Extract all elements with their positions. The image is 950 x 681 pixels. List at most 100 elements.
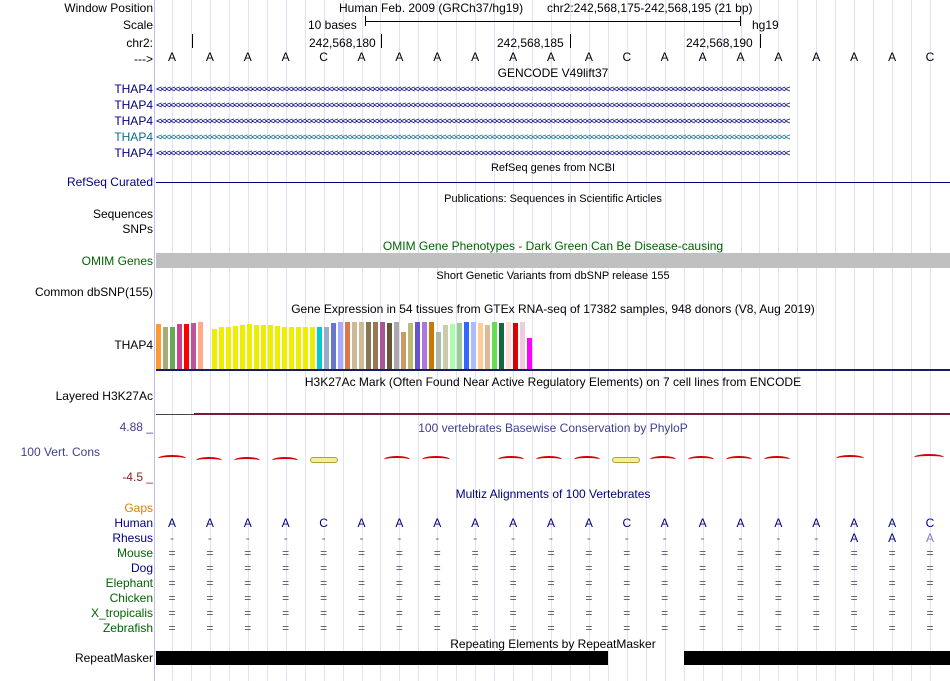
gencode-transcript-label[interactable]: THAP4 [114,130,153,144]
gtex-tissue-bar[interactable] [331,323,336,370]
gtex-tissue-bar[interactable] [156,324,161,370]
gencode-transcript-label[interactable]: THAP4 [114,98,153,112]
gtex-tissue-bar[interactable] [261,325,266,370]
repeatmasker-track-label[interactable]: RepeatMasker [74,651,153,665]
multiz-human-base: A [243,516,252,530]
gtex-tissue-bar[interactable] [247,324,252,370]
gtex-tissue-bar[interactable] [191,323,196,370]
gtex-tissue-bar[interactable] [240,325,245,370]
gencode-transcript-line[interactable]: <<<<<<<<<<<<<<<<<<<<<<<<<<<<<<<<<<<<<<<<… [156,100,790,111]
multiz-equal-mark: = [812,591,820,605]
scale-bar-line [365,21,741,22]
gtex-tissue-bar[interactable] [408,323,413,370]
multiz-species-label[interactable]: Chicken [109,591,153,605]
gtex-tissue-bar[interactable] [163,327,168,370]
multiz-equal-mark: = [850,576,858,590]
gtex-tissue-bar[interactable] [345,322,350,370]
gtex-tissue-bar[interactable] [352,322,357,370]
gtex-tissue-bar[interactable] [450,324,455,370]
gtex-tissue-bar[interactable] [212,329,217,370]
gtex-tissue-bar[interactable] [457,323,462,370]
gtex-tissue-bar[interactable] [184,324,189,370]
gencode-transcript-line[interactable]: <<<<<<<<<<<<<<<<<<<<<<<<<<<<<<<<<<<<<<<<… [156,84,790,95]
base-letter: A [357,50,366,64]
refseq-track-label[interactable]: RefSeq Curated [66,175,153,189]
publications-snps-label[interactable]: SNPs [122,222,153,236]
gtex-expression-bars[interactable] [156,318,556,370]
multiz-species-label[interactable]: Rhesus [112,531,153,545]
gencode-transcript-label[interactable]: THAP4 [114,114,153,128]
gtex-tissue-bar[interactable] [170,327,175,370]
gtex-tissue-bar[interactable] [303,327,308,370]
gtex-tissue-bar[interactable] [443,325,448,370]
gtex-tissue-bar[interactable] [436,332,441,370]
multiz-species-label[interactable]: Mouse [116,546,153,560]
multiz-species-label[interactable]: X_tropicalis [90,606,153,620]
repeat-element-block[interactable] [156,651,608,665]
gtex-tissue-bar[interactable] [499,323,504,370]
gencode-transcript-line[interactable]: <<<<<<<<<<<<<<<<<<<<<<<<<<<<<<<<<<<<<<<<… [156,148,790,159]
gtex-tissue-bar[interactable] [296,327,301,370]
cons-track-label[interactable]: 100 Vert. Cons [20,445,100,459]
gtex-tissue-bar[interactable] [317,327,322,370]
multiz-equal-mark: = [168,606,176,620]
gtex-tissue-bar[interactable] [226,327,231,370]
multiz-equal-mark: = [888,621,896,635]
gtex-tissue-bar[interactable] [401,332,406,370]
gtex-tissue-bar[interactable] [464,322,469,370]
ruler-tick-label: 242,568,180 [309,36,376,50]
gtex-tissue-bar[interactable] [387,323,392,370]
gtex-tissue-bar[interactable] [520,322,525,370]
h3k27ac-track-label[interactable]: Layered H3K27Ac [55,389,153,403]
gencode-transcript-label[interactable]: THAP4 [114,146,153,160]
gtex-tissue-bar[interactable] [478,323,483,370]
gencode-transcript-label[interactable]: THAP4 [114,82,153,96]
gtex-tissue-bar[interactable] [429,322,434,370]
gtex-tissue-bar[interactable] [310,327,315,370]
gtex-tissue-bar[interactable] [366,322,371,370]
multiz-species-label[interactable]: Elephant [105,576,153,590]
repeat-element-block[interactable] [684,651,950,665]
gtex-tissue-bar[interactable] [380,322,385,370]
publications-sequences-label[interactable]: Sequences [92,207,153,221]
multiz-species-label[interactable]: Human [114,516,153,530]
dbsnp-track-label[interactable]: Common dbSNP(155) [34,285,153,299]
gtex-tissue-bar[interactable] [422,322,427,370]
gtex-tissue-bar[interactable] [177,324,182,370]
gtex-tissue-bar[interactable] [527,338,532,370]
gtex-tissue-bar[interactable] [254,325,259,370]
gtex-tissue-bar[interactable] [373,322,378,370]
gtex-tissue-bar[interactable] [268,325,273,370]
gtex-tissue-bar[interactable] [324,327,329,370]
gtex-tissue-bar[interactable] [513,323,518,370]
gencode-transcript-line[interactable]: <<<<<<<<<<<<<<<<<<<<<<<<<<<<<<<<<<<<<<<<… [156,132,790,143]
base-letter: A [812,50,821,64]
gtex-tissue-bar[interactable] [492,322,497,370]
gtex-tissue-bar[interactable] [415,322,420,370]
multiz-equal-mark: = [774,561,782,575]
gtex-track-label[interactable]: THAP4 [114,338,153,352]
gtex-tissue-bar[interactable] [219,327,224,370]
multiz-human-base: C [319,516,328,530]
multiz-gaps-label[interactable]: Gaps [124,501,153,515]
gtex-tissue-bar[interactable] [359,322,364,370]
multiz-equal-mark: = [926,621,934,635]
gtex-tissue-bar[interactable] [471,322,476,370]
gtex-tissue-bar[interactable] [394,322,399,370]
gtex-tissue-bar[interactable] [198,322,203,370]
multiz-equal-mark: = [888,606,896,620]
gencode-transcript-line[interactable]: <<<<<<<<<<<<<<<<<<<<<<<<<<<<<<<<<<<<<<<<… [156,116,790,127]
gtex-tissue-bar[interactable] [338,322,343,370]
multiz-human-base: A [395,516,404,530]
omim-track-label[interactable]: OMIM Genes [81,254,153,268]
multiz-equal-mark: = [661,606,669,620]
gtex-tissue-bar[interactable] [289,327,294,370]
multiz-species-label[interactable]: Zebrafish [102,621,153,635]
gtex-tissue-bar[interactable] [233,326,238,370]
gtex-tissue-bar[interactable] [282,327,287,370]
multiz-species-label[interactable]: Dog [130,561,153,575]
omim-gene-bar[interactable] [156,253,950,268]
gtex-tissue-bar[interactable] [485,325,490,370]
gtex-tissue-bar[interactable] [275,326,280,370]
gtex-tissue-bar[interactable] [506,322,511,370]
